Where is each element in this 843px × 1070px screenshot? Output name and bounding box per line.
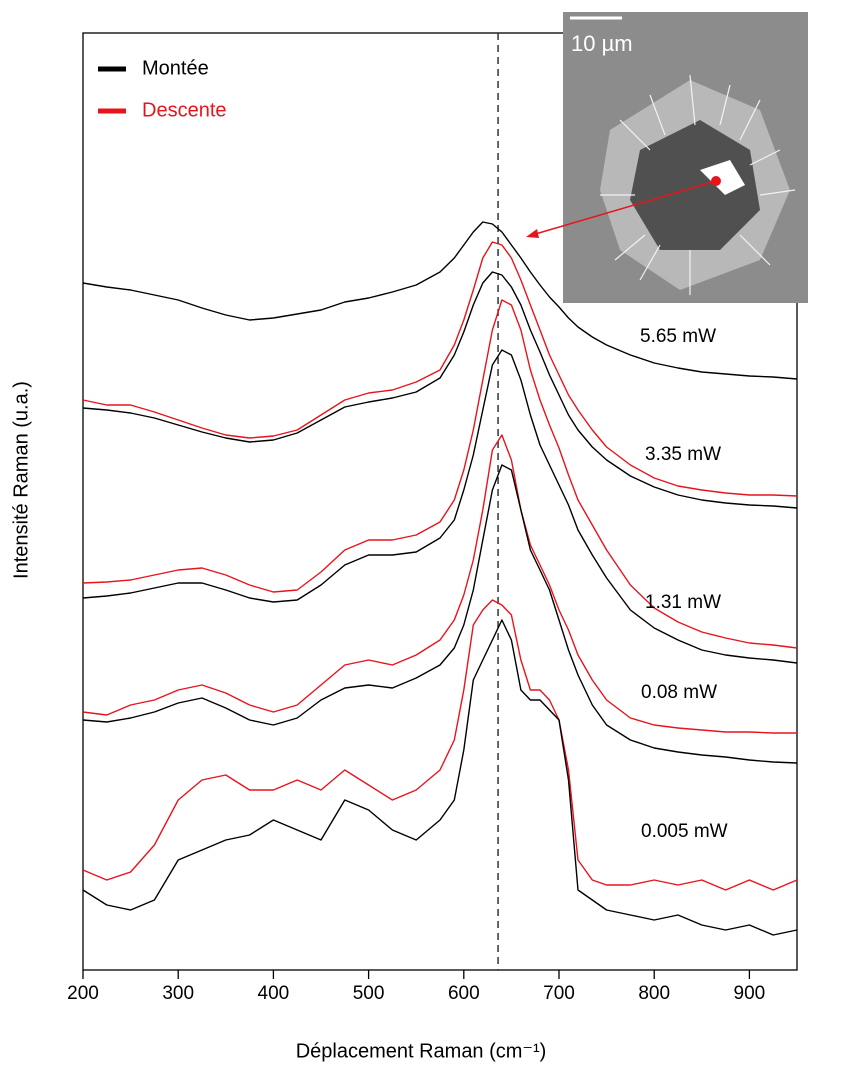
inset-core bbox=[630, 120, 760, 250]
spectrum-line bbox=[82, 434, 797, 734]
legend-label: Montée bbox=[142, 57, 209, 79]
spectrum-line bbox=[82, 619, 798, 936]
x-tick-label: 700 bbox=[543, 983, 575, 1004]
power-label: 3.35 mW bbox=[645, 444, 721, 465]
spectrum-line bbox=[82, 299, 798, 649]
spectrum-line bbox=[82, 464, 798, 764]
spectrum-line bbox=[82, 599, 798, 891]
power-label: 1.31 mW bbox=[645, 592, 721, 613]
spectrum-line bbox=[82, 349, 798, 664]
spectrum-line bbox=[82, 241, 798, 497]
y-axis-label: Intensité Raman (u.a.) bbox=[10, 381, 32, 579]
inset-bright-spot bbox=[700, 160, 745, 195]
power-label: 5.65 mW bbox=[640, 326, 716, 347]
spectrum-line bbox=[82, 221, 798, 380]
legend-label: Descente bbox=[142, 99, 227, 121]
inset-arrowhead bbox=[526, 229, 539, 238]
x-tick-label: 200 bbox=[67, 983, 99, 1004]
plot-frame bbox=[82, 32, 798, 971]
x-tick-label: 300 bbox=[162, 983, 194, 1004]
spectrum-line bbox=[82, 271, 798, 509]
x-tick-label: 600 bbox=[448, 983, 480, 1004]
x-tick-label: 800 bbox=[638, 983, 670, 1004]
inset-image: 10 µm bbox=[526, 12, 808, 303]
scale-label: 10 µm bbox=[571, 31, 633, 56]
x-tick-label: 400 bbox=[258, 983, 290, 1004]
inset-streaks bbox=[600, 74, 796, 295]
inset-arrow bbox=[531, 180, 717, 236]
x-tick-label: 900 bbox=[734, 983, 766, 1004]
power-label: 0.08 mW bbox=[641, 682, 717, 703]
power-label: 0.005 mW bbox=[641, 821, 728, 842]
x-tick-label: 500 bbox=[353, 983, 385, 1004]
x-axis-label: Déplacement Raman (cm⁻¹) bbox=[296, 1040, 547, 1062]
